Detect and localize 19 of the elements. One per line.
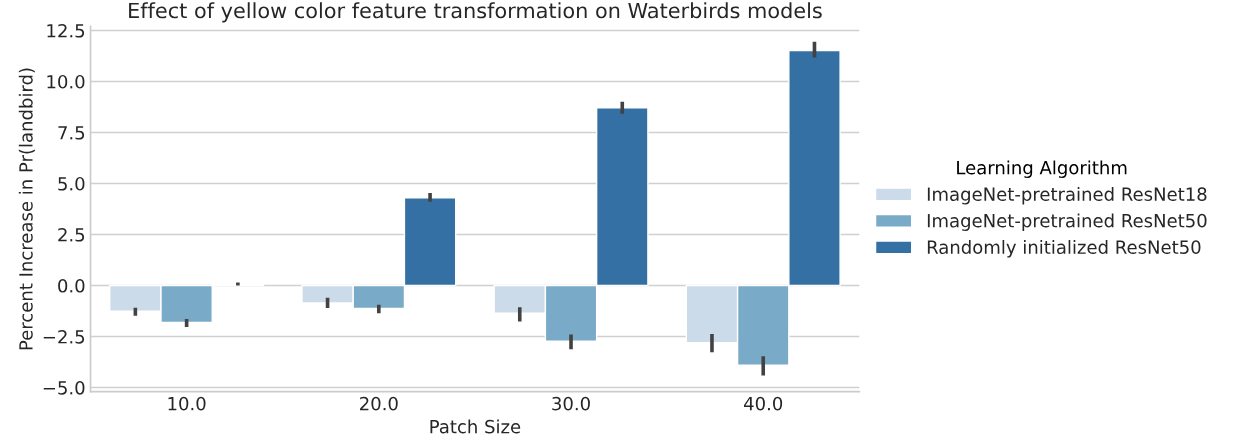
legend-label: Randomly initialized ResNet50 [927, 240, 1201, 258]
legend-label: ImageNet-pretrained ResNet18 [927, 187, 1207, 205]
y-axis-title: Percent Increase in Pr(landbird) [18, 68, 35, 350]
legend-title: Learning Algorithm [957, 160, 1127, 178]
x-tick-label: 20.0 [360, 396, 398, 411]
x-tick-label: 30.0 [552, 396, 590, 411]
y-tick-label: 5.0 [58, 176, 85, 191]
y-tick-label: −2.5 [43, 329, 85, 344]
x-tick-label: 10.0 [168, 396, 206, 411]
y-tick-label: 12.5 [47, 23, 85, 38]
x-axis-title: Patch Size [430, 419, 521, 434]
y-tick-label: 2.5 [58, 227, 85, 242]
y-tick-label: 10.0 [47, 74, 85, 89]
x-tick-label: 40.0 [744, 396, 783, 411]
y-tick-label: 0.0 [58, 278, 85, 293]
y-tick-label: 7.5 [58, 126, 85, 140]
chart-title: Effect of yellow color feature transformation on Waterbirds models [129, 2, 822, 23]
y-tick-label: −5.0 [43, 380, 85, 395]
legend-label: ImageNet-pretrained ResNet50 [927, 213, 1207, 231]
